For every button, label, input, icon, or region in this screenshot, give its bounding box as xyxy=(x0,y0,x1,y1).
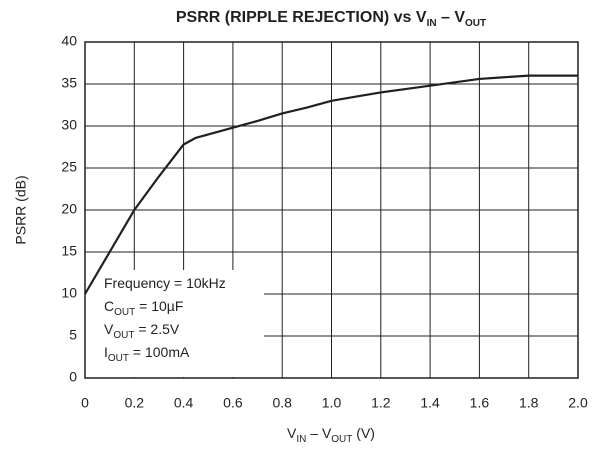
y-tick-label: 40 xyxy=(61,33,77,49)
text-part: – V xyxy=(306,425,332,441)
x-tick-label: 1.2 xyxy=(371,395,391,411)
text-part: = 2.5V xyxy=(134,321,179,337)
subscript: OUT xyxy=(465,18,486,29)
line xyxy=(84,74,578,295)
annotation: COUT = 10µF xyxy=(104,298,183,318)
subscript: OUT xyxy=(108,353,129,364)
y-tick-label: 15 xyxy=(61,243,77,259)
text-part: PSRR (RIPPLE REJECTION) vs V xyxy=(176,9,427,26)
x-tick-label: 1.6 xyxy=(470,395,490,411)
y-tick-label: 10 xyxy=(61,285,77,301)
text-part: = 100mA xyxy=(129,344,190,360)
text-part: I xyxy=(104,344,108,360)
text-part: Frequency = 10kHz xyxy=(104,275,226,291)
text-part: V xyxy=(287,425,297,441)
x-tick-label: 1.4 xyxy=(420,395,440,411)
subscript: OUT xyxy=(113,330,134,341)
x-tick-label: 1.8 xyxy=(519,395,539,411)
x-tick-label: 0.8 xyxy=(272,395,292,411)
subscript: OUT xyxy=(114,307,135,318)
text-part: = 10µF xyxy=(135,298,183,314)
y-tick-label: 35 xyxy=(61,75,77,91)
annotation: IOUT = 100mA xyxy=(104,344,190,364)
annotation-box xyxy=(86,270,264,377)
x-tick-label: 0 xyxy=(81,395,89,411)
subscript: IN xyxy=(427,18,437,29)
chart-title: PSRR (RIPPLE REJECTION) vs VIN – VOUT xyxy=(176,9,486,29)
plot-frame xyxy=(84,41,579,379)
x-tick-label: 0.6 xyxy=(223,395,243,411)
subscript: IN xyxy=(296,434,306,445)
x-tick-label: 0.4 xyxy=(174,395,194,411)
x-tick-label: 1.0 xyxy=(322,395,342,411)
x-axis-label: VIN – VOUT (V) xyxy=(287,425,375,445)
text-part: C xyxy=(104,298,114,314)
y-tick-label: 30 xyxy=(61,117,77,133)
text-part: V xyxy=(104,321,114,337)
y-tick-label: 5 xyxy=(69,327,77,343)
x-tick-label: 0.2 xyxy=(125,395,145,411)
text-part: – V xyxy=(437,9,466,26)
annotation: Frequency = 10kHz xyxy=(104,275,226,291)
subscript: OUT xyxy=(331,434,352,445)
annotation: VOUT = 2.5V xyxy=(104,321,180,341)
text-part: (V) xyxy=(352,425,375,441)
y-tick-label: 0 xyxy=(69,369,77,385)
x-tick-label: 2.0 xyxy=(568,395,588,411)
y-tick-label: 25 xyxy=(61,159,77,175)
y-tick-label: 20 xyxy=(61,201,77,217)
y-axis-label: PSRR (dB) xyxy=(13,175,29,244)
